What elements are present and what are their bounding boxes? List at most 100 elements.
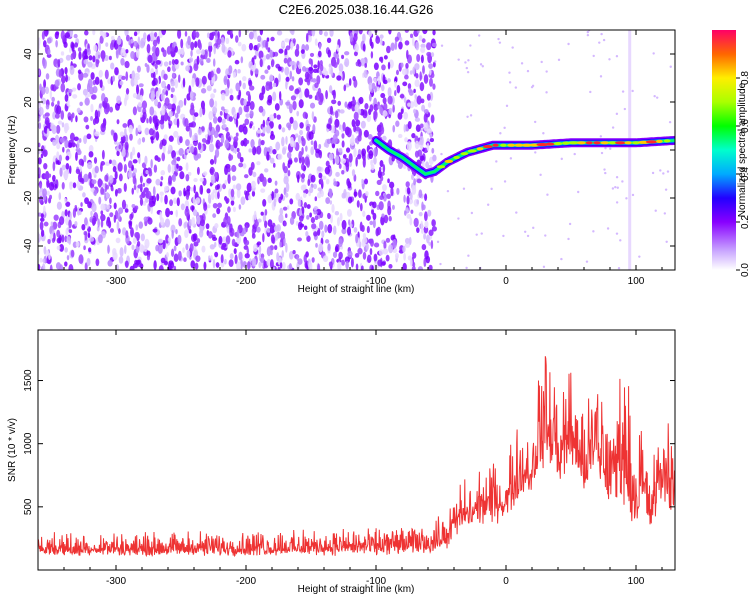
heatmap-speckle (171, 164, 175, 175)
heatmap-speckle (250, 64, 256, 72)
heatmap-speckle (99, 30, 104, 36)
heatmap-speckle (427, 128, 433, 134)
heatmap-speckle (185, 194, 190, 200)
heatmap-speckle (98, 69, 103, 78)
heatmap-speckle (296, 110, 300, 117)
heatmap-speckle (615, 176, 619, 179)
heatmap-speckle (380, 84, 385, 92)
heatmap-speckle (92, 55, 96, 63)
heatmap-speckle (210, 192, 215, 201)
heatmap-speckle (319, 64, 324, 72)
heatmap-speckle (251, 257, 257, 267)
heatmap-speckle (397, 112, 403, 120)
heatmap-speckle (104, 69, 109, 80)
heatmap-speckle (193, 241, 199, 247)
heatmap-speckle (167, 164, 172, 173)
heatmap-speckle (184, 207, 190, 217)
heatmap-speckle (196, 166, 200, 175)
heatmap-speckle (366, 225, 370, 234)
heatmap-speckle (383, 214, 389, 224)
heatmap-ridge-peak (467, 149, 477, 153)
heatmap-speckle (402, 262, 407, 270)
heatmap-speckle (511, 46, 514, 49)
heatmap-speckle (329, 30, 334, 37)
heatmap-speckle (225, 37, 230, 45)
heatmap-speckle (222, 123, 227, 129)
heatmap-speckle (124, 30, 129, 37)
heatmap-speckle (387, 87, 392, 97)
heatmap-speckle (88, 144, 94, 153)
heatmap-speckle (386, 45, 391, 54)
heatmap-ridge-peak (562, 141, 570, 145)
heatmap-speckle (348, 153, 353, 163)
heatmap-speckle (140, 112, 143, 118)
colorbar-gradient (712, 30, 736, 270)
heatmap-speckle (334, 110, 339, 119)
heatmap-speckle (325, 160, 330, 167)
heatmap-speckle (432, 61, 436, 68)
heatmap-speckle (662, 172, 665, 175)
heatmap-speckle (403, 194, 406, 203)
heatmap-speckle (321, 175, 327, 180)
heatmap-speckle (235, 183, 242, 191)
heatmap-speckle (379, 34, 384, 39)
heatmap-speckle (155, 68, 158, 75)
heatmap-speckle (353, 147, 357, 158)
heatmap-speckle (539, 173, 542, 177)
heatmap-speckle (415, 73, 419, 79)
heatmap-speckle (526, 69, 530, 73)
heatmap-speckle (313, 210, 318, 215)
heatmap-speckle (328, 117, 332, 125)
heatmap-speckle (380, 125, 385, 135)
heatmap-ridge-peak (482, 145, 493, 149)
heatmap-speckle (249, 85, 255, 91)
colorbar: 0.00.20.40.60.8 Normalized spectral ampl… (712, 30, 750, 277)
heatmap-speckle (167, 237, 171, 243)
heatmap-speckle (151, 45, 157, 53)
heatmap-speckle (151, 79, 156, 87)
heatmap-speckle (122, 123, 128, 128)
heatmap-speckle (149, 106, 155, 116)
heatmap-speckle (406, 187, 411, 195)
heatmap-speckle (344, 101, 348, 108)
heatmap-speckle (199, 185, 203, 195)
heatmap-speckle (353, 51, 358, 57)
heatmap-speckle (230, 30, 233, 36)
heatmap-speckle (163, 73, 168, 81)
heatmap-speckle (490, 187, 493, 191)
heatmap-speckle (137, 36, 141, 45)
heatmap-speckle (327, 49, 332, 58)
heatmap-speckle (342, 121, 346, 132)
heatmap-speckle (332, 133, 338, 144)
heatmap-speckle (368, 30, 373, 38)
heatmap-speckle (40, 153, 44, 159)
heatmap-speckle (167, 150, 170, 155)
heatmap-speckle (259, 58, 263, 68)
heatmap-speckle (45, 73, 50, 80)
heatmap-speckle (170, 93, 174, 98)
heatmap-speckle (60, 82, 66, 93)
heatmap-speckle (274, 232, 279, 241)
heatmap-speckle (153, 71, 156, 80)
heatmap-speckle (216, 207, 221, 215)
heatmap-speckle (332, 251, 338, 258)
heatmap-speckle (68, 229, 73, 234)
heatmap-speckle (81, 159, 85, 167)
heatmap-speckle (266, 37, 270, 42)
heatmap-speckle (466, 70, 470, 74)
heatmap-speckle (314, 82, 319, 89)
heatmap-speckle (193, 30, 196, 37)
heatmap-speckle (221, 244, 225, 250)
heatmap-speckle (128, 124, 133, 134)
heatmap-speckle (295, 220, 299, 226)
heatmap-speckle (615, 55, 619, 58)
heatmap-speckle (599, 135, 603, 138)
heatmap-speckle (377, 104, 381, 110)
heatmap-speckle (373, 62, 379, 71)
heatmap-speckle (386, 193, 391, 200)
heatmap-speckle (413, 178, 417, 186)
heatmap-speckle (423, 113, 428, 123)
heatmap-speckle (416, 30, 420, 34)
heatmap-speckle (289, 216, 295, 225)
heatmap-speckle (357, 247, 363, 255)
